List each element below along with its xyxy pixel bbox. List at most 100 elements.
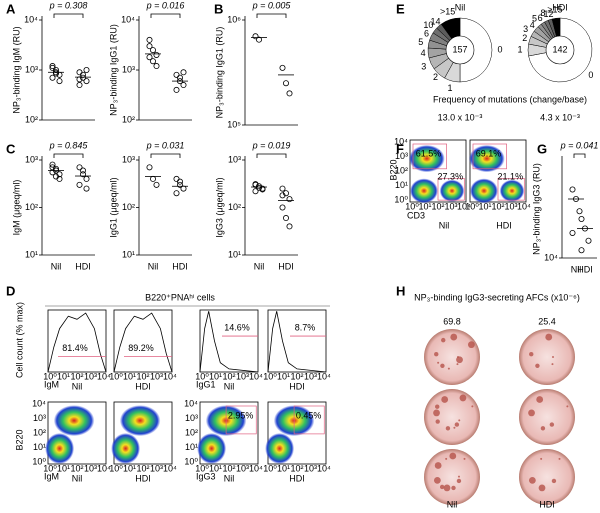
flow-tick: 10¹	[33, 442, 46, 452]
y-tick-label: 10²	[122, 202, 135, 212]
spot	[551, 478, 557, 484]
flow-tick: 10³	[304, 463, 317, 473]
well	[519, 449, 575, 505]
data-point	[53, 165, 60, 172]
cell-cluster	[499, 179, 525, 202]
spot	[536, 396, 544, 403]
y-tick-label: 10¹	[25, 249, 38, 259]
flow-tick: 10⁰	[195, 463, 209, 473]
flow-tick: 10¹	[123, 371, 136, 381]
flow-tick: 10⁴	[517, 201, 531, 211]
flow-tick: 10³	[444, 201, 457, 211]
cell-cluster	[408, 144, 445, 173]
spot	[439, 484, 445, 490]
cell-cluster	[111, 433, 141, 464]
spot	[445, 457, 448, 460]
data-point	[49, 63, 56, 70]
data-point	[279, 64, 286, 71]
spot	[435, 404, 440, 409]
spot	[434, 462, 442, 469]
data-point	[56, 71, 63, 78]
flow-tick: 10⁰	[43, 463, 57, 473]
data-point	[149, 58, 156, 65]
panel-letter: G	[537, 141, 547, 156]
flow-tick: 10¹	[395, 180, 408, 190]
flow-tick: 10³	[33, 413, 46, 423]
histogram-frame	[113, 309, 173, 373]
flow-tick: 10³	[236, 463, 249, 473]
flow-tick: 10¹	[57, 371, 70, 381]
flow-tick: 10⁴	[317, 463, 331, 473]
gate	[293, 405, 325, 435]
flow-tick: 10⁰	[263, 371, 277, 381]
sample-label: HDI	[539, 499, 555, 509]
axis-label: B220	[14, 429, 24, 450]
spot	[433, 476, 441, 484]
flow-tick: 10⁴	[97, 371, 111, 381]
gate-percent: 8.7%	[295, 322, 316, 332]
spot	[434, 352, 439, 357]
caption: Frequency of mutations (change/base)	[433, 94, 587, 104]
gate-percent: 61.5%	[416, 148, 442, 158]
panel-title: B220⁺PNAʰⁱ cells	[145, 292, 215, 302]
spot	[540, 426, 546, 431]
flow-tick: 10²	[136, 371, 149, 381]
spot	[535, 363, 540, 368]
histogram-curve	[199, 311, 259, 373]
mutation-rate: 4.3 x 10⁻³	[540, 112, 580, 122]
spot	[549, 422, 555, 427]
spot	[540, 457, 543, 460]
y-tick-label: 10²	[25, 114, 38, 124]
data-point	[578, 247, 585, 254]
sample-label: Nil	[224, 473, 235, 483]
gate	[437, 178, 465, 201]
pie-center: 142	[552, 44, 567, 54]
data-point	[286, 90, 293, 97]
data-point	[279, 204, 286, 211]
histogram-frame	[47, 309, 107, 373]
flow-tick: 10¹	[277, 371, 290, 381]
x-tick-label: Nil	[254, 261, 265, 271]
pie-center: 157	[452, 44, 467, 54]
spot	[454, 422, 460, 427]
flow-tick: 10⁰	[109, 371, 123, 381]
slice-label: 0	[497, 44, 502, 54]
data-point	[49, 169, 56, 176]
slice-label: 5	[418, 37, 423, 47]
data-point	[173, 175, 180, 182]
slice-label: 10	[423, 20, 433, 30]
data-point	[176, 178, 183, 185]
axis-label: NP₃-binding IgG1 (RU)	[214, 27, 224, 119]
flow-tick: 10²	[136, 463, 149, 473]
data-point	[252, 188, 259, 195]
axis-label: IgM (μgeq/ml)	[11, 180, 21, 236]
panel-letter: D	[6, 283, 15, 298]
x-tick-label: Nil	[148, 261, 159, 271]
spot	[437, 361, 440, 364]
flow-tick: 10¹	[185, 442, 198, 452]
flow-tick: 10²	[290, 463, 303, 473]
data-point	[149, 47, 156, 54]
y-tick-label: 10³	[228, 154, 241, 164]
histogram-curve	[113, 312, 173, 373]
p-value: p = 0.031	[146, 140, 185, 150]
data-point	[173, 86, 180, 93]
data-point	[180, 82, 187, 89]
data-point	[76, 69, 83, 76]
slice-label: 4	[530, 20, 535, 30]
pie-title: HDI	[552, 2, 568, 12]
spot	[441, 337, 446, 343]
cell-cluster	[265, 433, 295, 464]
data-point	[180, 185, 187, 192]
y-tick-label: 10³	[122, 154, 135, 164]
bracket	[150, 13, 181, 18]
data-point	[146, 54, 153, 61]
slice-label: 1	[517, 44, 522, 54]
data-point	[282, 215, 289, 222]
spot	[456, 363, 459, 366]
slice-label: 1	[448, 83, 453, 93]
data-point	[585, 237, 592, 244]
slice-label: 3	[421, 61, 426, 71]
data-point	[176, 181, 183, 188]
gate	[497, 178, 525, 201]
